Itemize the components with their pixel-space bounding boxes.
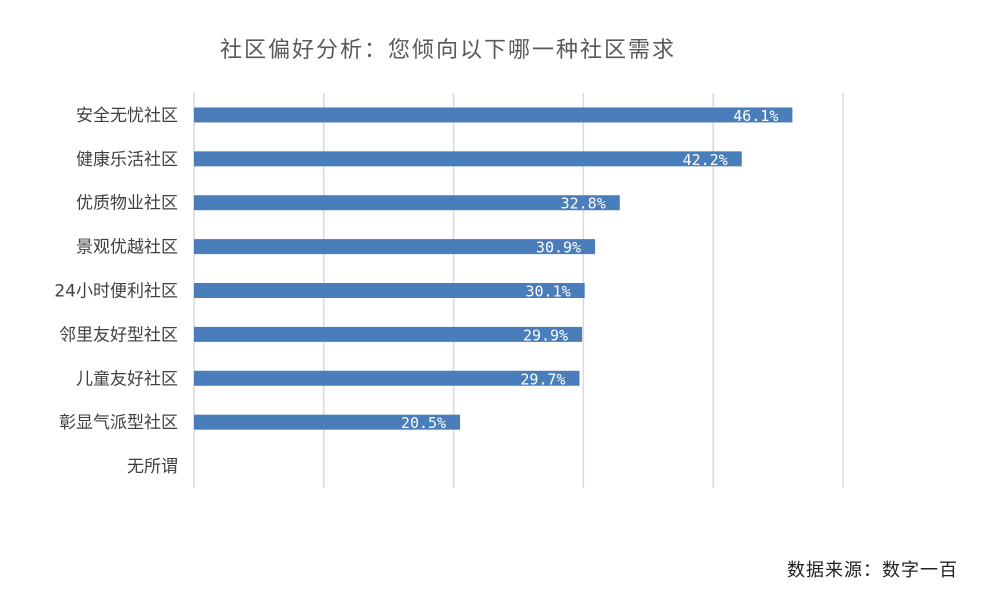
bar	[194, 283, 585, 298]
data-label: 29.9%	[523, 326, 568, 344]
chart-title: 社区偏好分析：您倾向以下哪一种社区需求	[219, 38, 676, 63]
bar	[194, 151, 742, 167]
category-label: 邻里友好型社区	[59, 325, 178, 345]
bar	[194, 370, 580, 386]
category-label: 景观优越社区	[76, 238, 178, 258]
category-label: 优质物业社区	[76, 194, 178, 214]
bar	[194, 107, 793, 123]
category-label: 24小时便利社区	[54, 282, 178, 302]
category-label: 儿童友好社区	[76, 369, 178, 389]
category-label: 健康乐活社区	[76, 150, 178, 170]
data-label: 30.9%	[536, 239, 581, 257]
data-label: 46.1%	[733, 107, 778, 125]
bar	[194, 414, 461, 430]
bar	[194, 195, 620, 211]
bar	[194, 239, 596, 255]
category-label: 安全无忧社区	[76, 106, 178, 126]
data-label: 29.7%	[520, 370, 565, 388]
category-label: 彰显气派型社区	[59, 413, 178, 433]
data-source: 数据来源：数字一百	[787, 560, 958, 581]
bar	[194, 326, 583, 342]
data-label: 30.1%	[526, 283, 571, 301]
data-label: 32.8%	[561, 195, 606, 213]
data-label: 42.2%	[683, 151, 728, 169]
data-label: 20.5%	[401, 414, 446, 432]
category-label: 无所谓	[127, 457, 178, 477]
